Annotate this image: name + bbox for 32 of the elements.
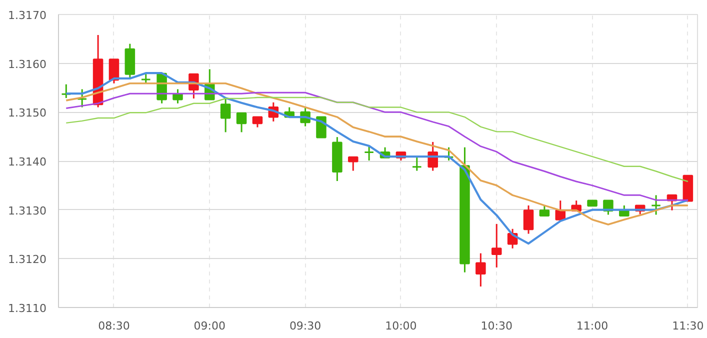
y-tick-label: 1.3140 (8, 156, 47, 168)
candlestick (316, 116, 326, 138)
y-tick-label: 1.3160 (8, 58, 47, 71)
x-tick-label: 10:00 (385, 320, 417, 332)
candlestick (650, 194, 662, 216)
candlestick (523, 204, 534, 235)
candlestick (236, 112, 247, 133)
candlestick (491, 223, 502, 268)
candlestick (140, 73, 152, 84)
line-series (66, 96, 689, 182)
y-tick-label: 1.3120 (8, 253, 47, 266)
candlestick (252, 116, 263, 128)
y-tick-label: 1.3110 (8, 302, 47, 315)
x-tick-label: 11:00 (576, 320, 608, 332)
candlestick (539, 204, 550, 216)
candlestick (61, 84, 72, 99)
candlestick (476, 252, 486, 288)
candlestick (364, 145, 374, 162)
candlestick (348, 156, 358, 172)
x-tick-label: 09:00 (194, 320, 226, 332)
y-tick-label: 1.3170 (8, 9, 47, 22)
candlestick (444, 146, 454, 162)
x-tick-label: 11:30 (672, 320, 704, 332)
candlestick (76, 88, 88, 108)
candlestick (412, 156, 422, 172)
x-tick-label: 08:30 (98, 320, 130, 332)
y-tick-label: 1.3150 (8, 106, 47, 120)
x-tick-label: 10:30 (480, 320, 512, 332)
x-tick-label: 09:30 (289, 320, 322, 332)
candlestick (220, 97, 231, 133)
y-tick-label: 1.3130 (8, 204, 47, 218)
candlestick (108, 58, 120, 84)
